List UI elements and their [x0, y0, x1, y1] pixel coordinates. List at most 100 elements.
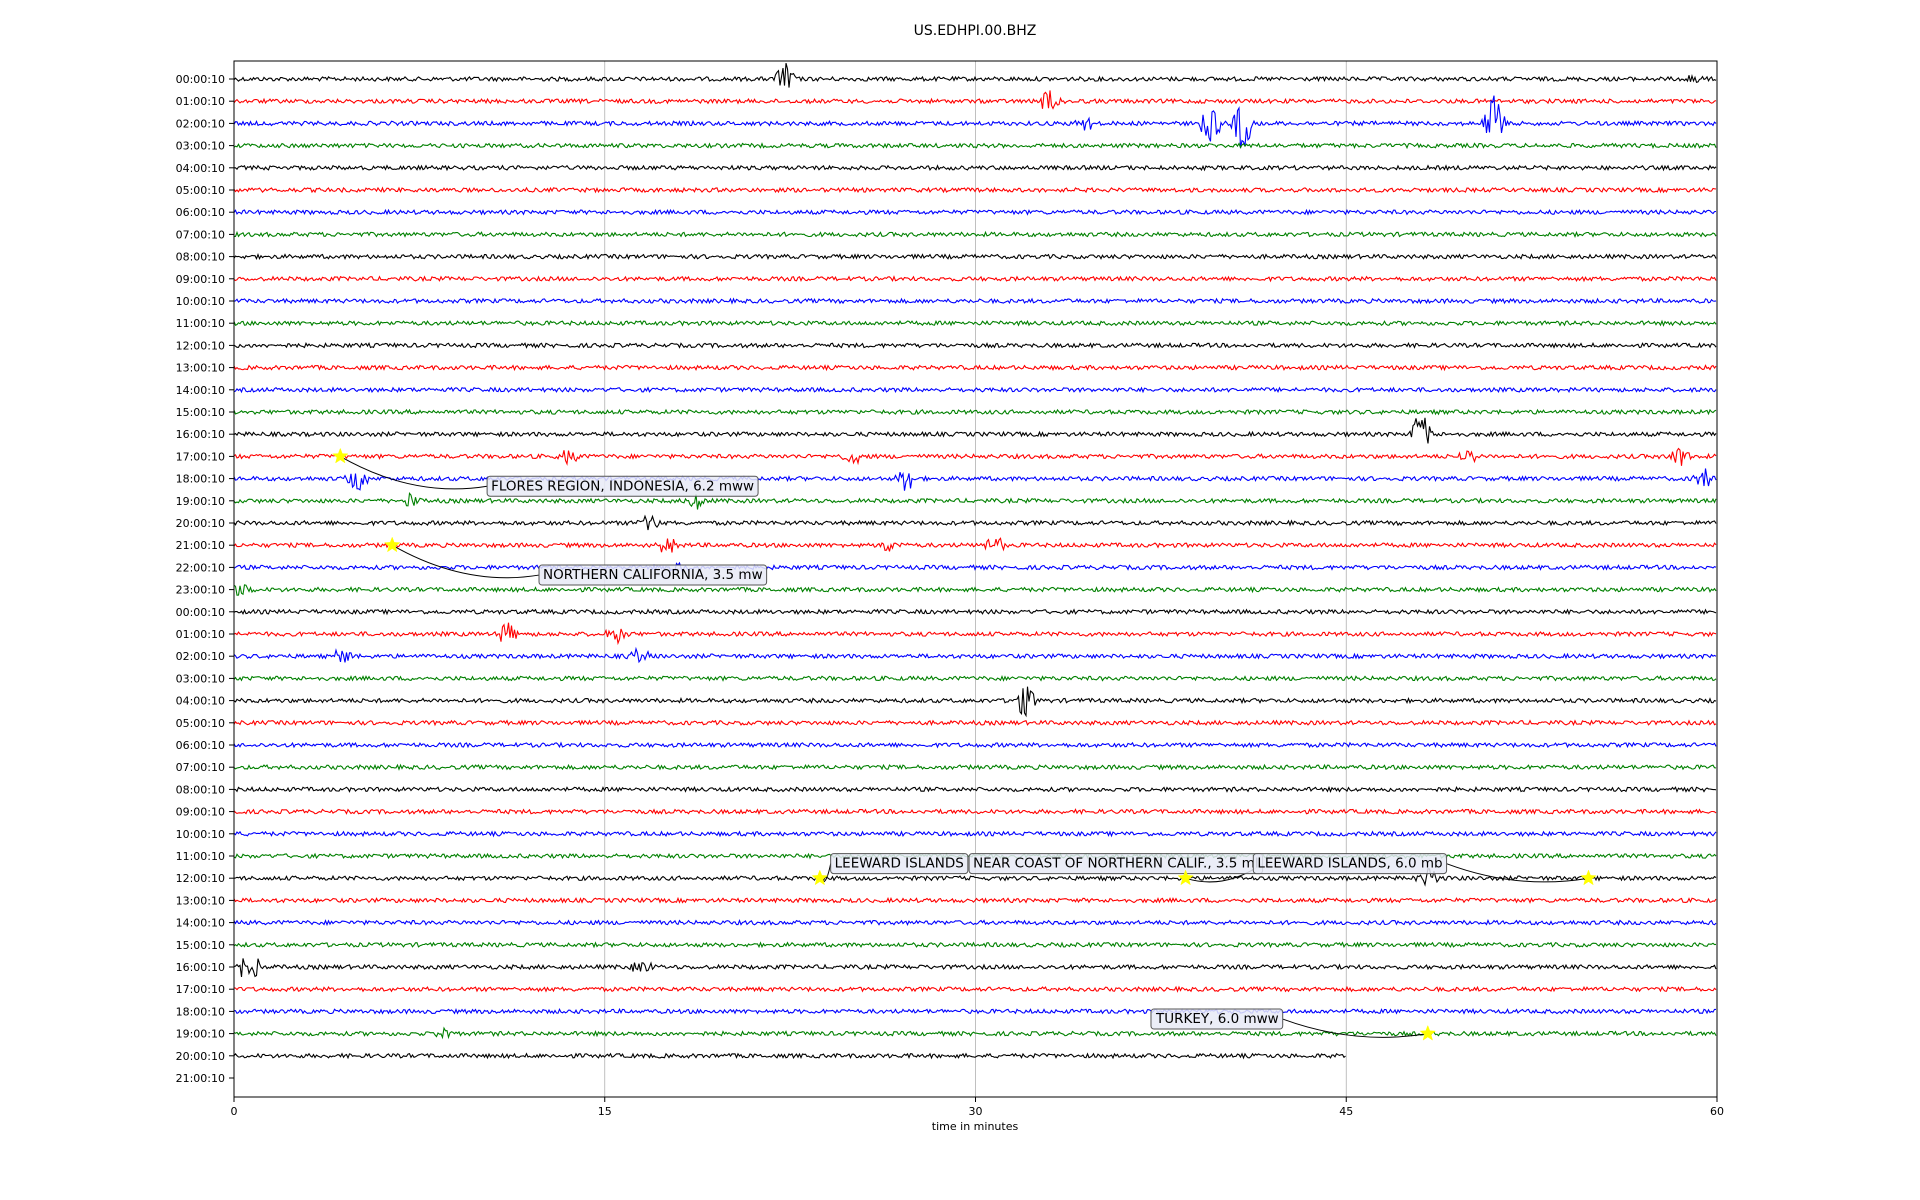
trace-line [233, 741, 1717, 749]
trace-line [233, 514, 1717, 531]
trace-line [233, 386, 1717, 394]
trace-line [233, 186, 1717, 194]
row-label: 01:00:10 [176, 95, 225, 108]
row-label: 00:00:10 [176, 606, 225, 619]
event-annotation: LEEWARD ISLANDS, 6.0 mb [1252, 853, 1597, 886]
trace-line [233, 561, 1717, 574]
row-label: 09:00:10 [176, 273, 225, 286]
trace-line [233, 686, 1717, 718]
event-star-marker [332, 447, 349, 464]
x-tick-label: 60 [1710, 1105, 1724, 1118]
trace-line [233, 63, 1717, 88]
row-label: 10:00:10 [176, 295, 225, 308]
row-label: 22:00:10 [176, 561, 225, 574]
row-label: 12:00:10 [176, 339, 225, 352]
trace-line [233, 537, 1717, 553]
trace-line [233, 447, 1717, 466]
event-label: FLORES REGION, INDONESIA, 6.2 mww [491, 478, 754, 494]
seismic-traces [233, 63, 1717, 1060]
trace-line [233, 985, 1717, 993]
trace-line [233, 417, 1717, 444]
row-label: 05:00:10 [176, 184, 225, 197]
trace-line [234, 1007, 1716, 1015]
event-star-marker [811, 869, 829, 886]
event-connector [391, 544, 540, 579]
event-connector [340, 455, 488, 490]
trace-line [233, 646, 1717, 664]
row-label: 17:00:10 [176, 983, 225, 996]
row-label: 08:00:10 [176, 783, 225, 796]
trace-line [233, 719, 1717, 727]
row-label: 07:00:10 [176, 228, 225, 241]
event-connector [1446, 863, 1589, 883]
trace-line [233, 341, 1717, 349]
trace-line [234, 230, 1717, 238]
trace-line [233, 830, 1717, 838]
trace-line [233, 319, 1717, 327]
x-axis-label: time in minutes [932, 1120, 1019, 1133]
row-label: 06:00:10 [176, 739, 225, 752]
row-label: 07:00:10 [176, 761, 225, 774]
trace-line [233, 958, 1717, 978]
trace-line [233, 297, 1717, 305]
event-annotation: FLORES REGION, INDONESIA, 6.2 mww [332, 447, 759, 497]
row-label: 03:00:10 [176, 672, 225, 685]
row-label: 13:00:10 [176, 362, 225, 375]
x-tick-label: 15 [598, 1105, 612, 1118]
trace-line [233, 763, 1717, 771]
row-label: 00:00:10 [176, 73, 225, 86]
row-label: 19:00:10 [176, 1028, 225, 1041]
event-label-box [830, 853, 969, 875]
trace-line [233, 1026, 1717, 1040]
x-tick-label: 30 [969, 1105, 983, 1118]
row-label: 15:00:10 [176, 406, 225, 419]
row-label: 12:00:10 [176, 872, 225, 885]
trace-line [233, 941, 1717, 949]
row-label: 16:00:10 [176, 428, 225, 441]
row-labels: 00:00:10 01:00:10 02:00:10 03:00:10 04:00:10… [176, 73, 234, 1085]
row-label: 15:00:10 [176, 939, 225, 952]
row-label: 04:00:10 [176, 162, 225, 175]
x-tick-label: 45 [1339, 1105, 1353, 1118]
trace-line [233, 364, 1717, 372]
trace-line [233, 491, 1717, 510]
trace-line [233, 408, 1717, 416]
event-connector [1282, 1018, 1428, 1038]
chart-title: US.EDHPI.00.BHZ [914, 23, 1037, 39]
row-label: 16:00:10 [176, 961, 225, 974]
row-label: 08:00:10 [176, 251, 225, 264]
trace-line [233, 468, 1717, 491]
trace-line [233, 674, 1717, 682]
row-label: 13:00:10 [176, 894, 225, 907]
row-label: 02:00:10 [176, 117, 225, 130]
event-label: LEEWARD ISLANDS, 6.0 mb [1257, 856, 1442, 872]
trace-line [233, 208, 1717, 216]
x-tick-label: 0 [231, 1105, 238, 1118]
event-label-box [538, 564, 768, 586]
row-label: 01:00:10 [176, 628, 225, 641]
trace-line [233, 896, 1717, 904]
row-label: 18:00:10 [176, 1005, 225, 1018]
row-label: 20:00:10 [176, 1050, 225, 1063]
row-label: 03:00:10 [176, 140, 225, 153]
event-label-box [1150, 1008, 1284, 1030]
event-label-box [1252, 853, 1448, 875]
trace-line [233, 142, 1717, 150]
event-star-marker [1580, 869, 1597, 886]
event-label: NORTHERN CALIFORNIA, 3.5 mw [543, 567, 763, 583]
row-label: 11:00:10 [176, 317, 225, 330]
trace-line [233, 622, 1717, 646]
row-label: 06:00:10 [176, 206, 225, 219]
trace-line [233, 919, 1717, 927]
row-label: 14:00:10 [176, 384, 225, 397]
event-star-marker [1177, 869, 1194, 886]
row-label: 11:00:10 [176, 850, 225, 863]
trace-line [233, 95, 1717, 149]
trace-line [233, 868, 1717, 887]
trace-line [234, 164, 1717, 172]
row-label: 21:00:10 [176, 539, 225, 552]
event-label: TURKEY, 6.0 mww [1155, 1011, 1279, 1027]
row-label: 04:00:10 [176, 695, 225, 708]
trace-line [233, 785, 1717, 794]
